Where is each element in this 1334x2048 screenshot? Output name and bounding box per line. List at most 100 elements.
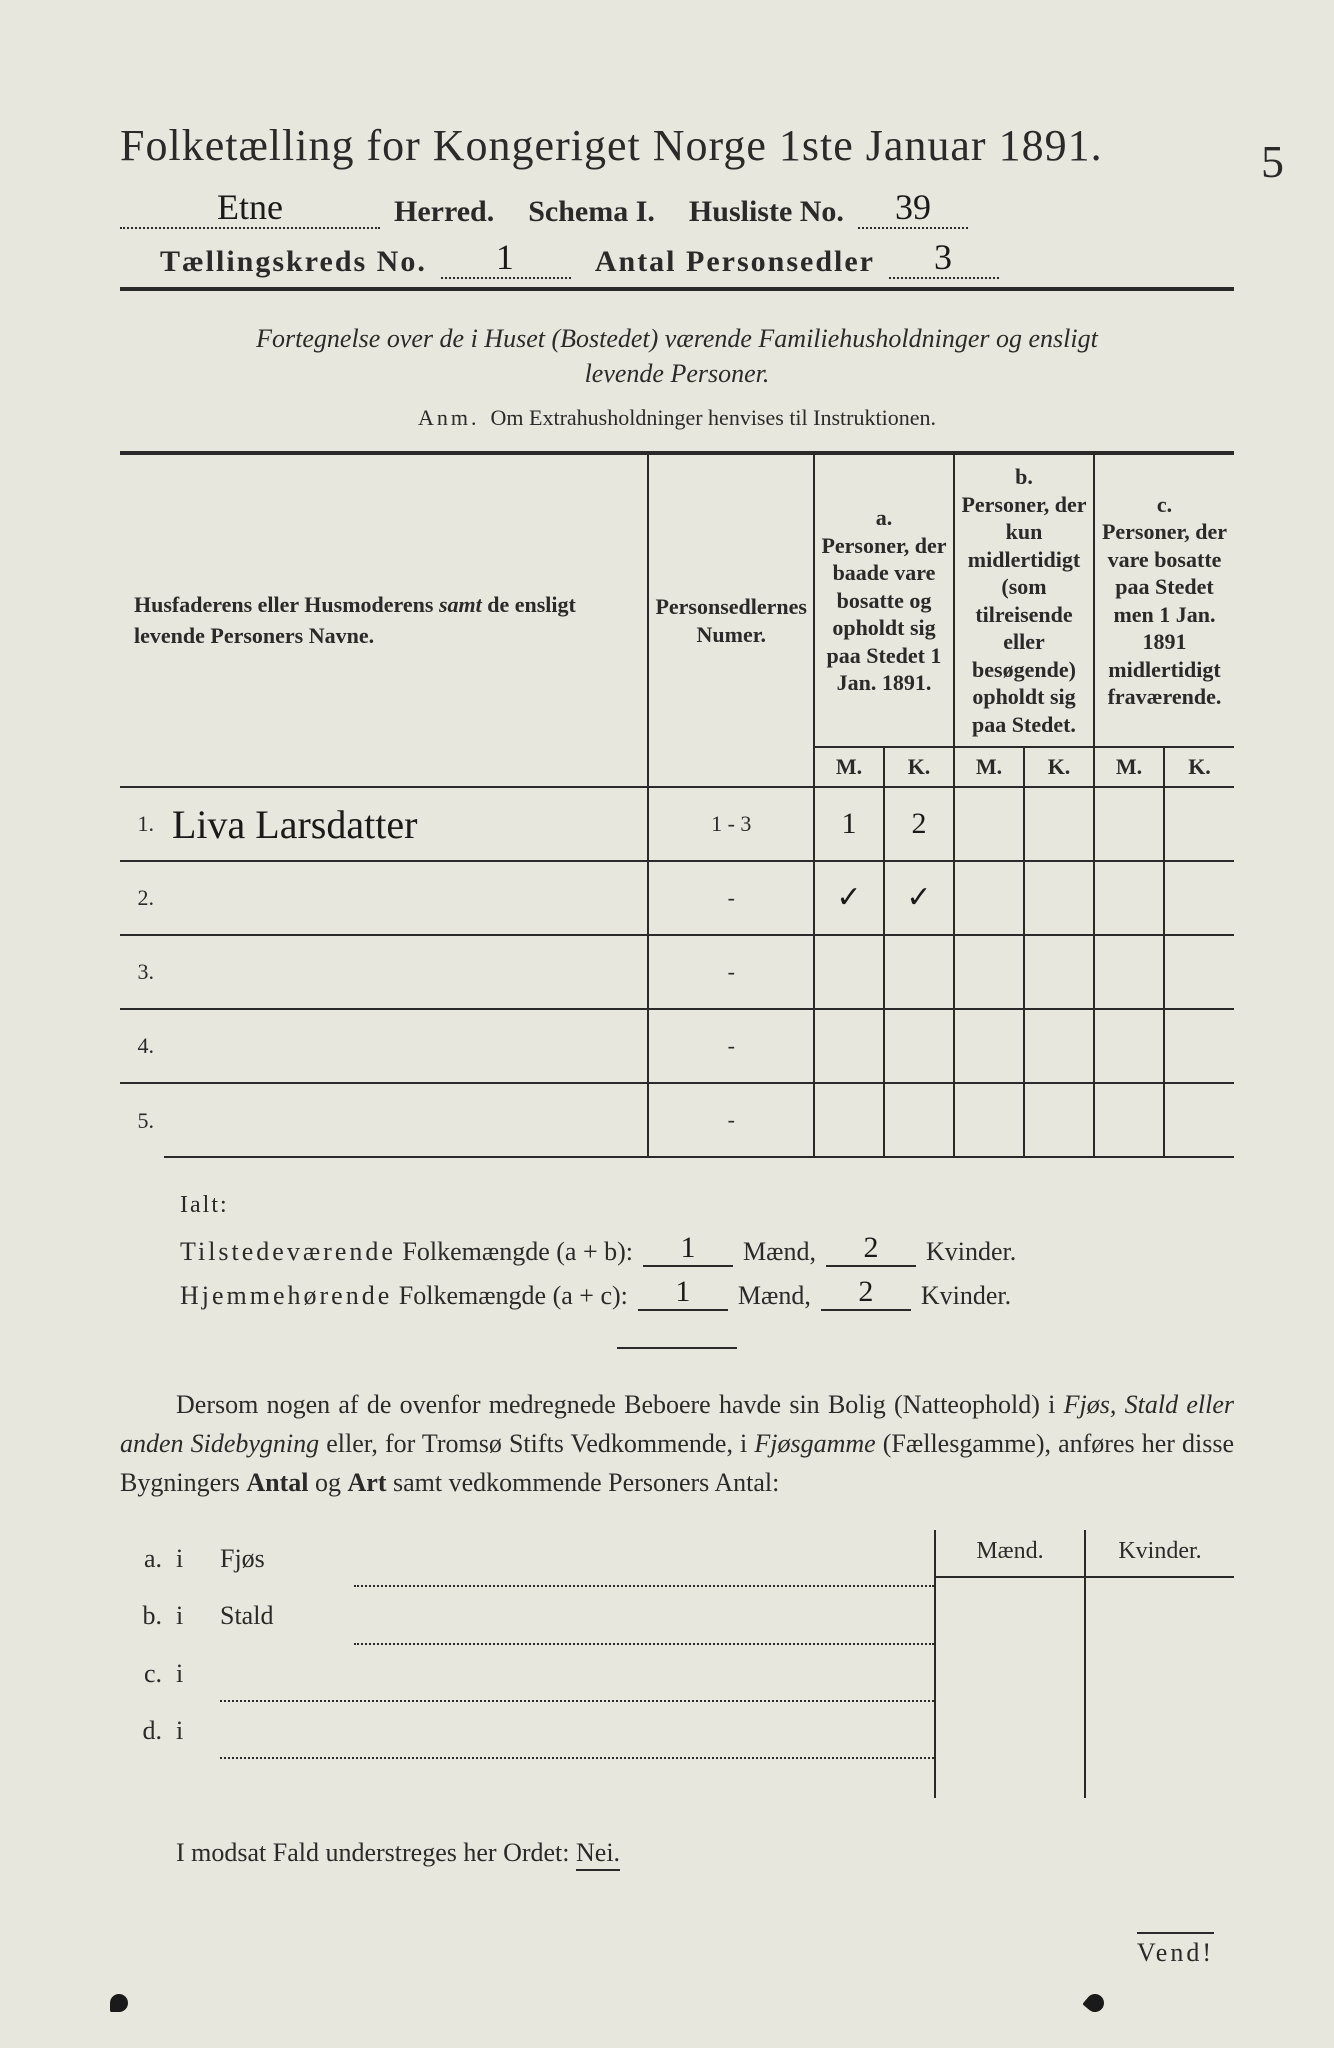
ink-blot-icon <box>110 1994 128 2012</box>
vend-label: Vend! <box>1137 1932 1214 1968</box>
ialt-label: Ialt: <box>180 1192 1234 1219</box>
table-row: 1. Liva Larsdatter 1 - 3 1 2 <box>120 787 1234 861</box>
dotted-line <box>354 1623 934 1645</box>
table-row: 3. - <box>120 935 1234 1009</box>
row-ps: - <box>648 1083 814 1157</box>
page-title: Folketælling for Kongeriget Norge 1ste J… <box>120 120 1234 171</box>
row-num: 2. <box>120 861 164 935</box>
bot-lab: c. <box>120 1645 162 1702</box>
cell-am: 1 <box>842 807 857 840</box>
cell-ck <box>1164 935 1234 1009</box>
bot-kind: Fjøs <box>220 1530 340 1587</box>
cell-bm <box>954 1009 1024 1083</box>
bot-row: c. i <box>120 1645 934 1702</box>
nei-word: Nei. <box>576 1838 620 1871</box>
header-line-3: Tællingskreds No. 1 Antal Personsedler 3 <box>120 239 1234 279</box>
kvinder-label: Kvinder. <box>921 1281 1011 1311</box>
cell-bk <box>1024 787 1094 861</box>
dotted-line <box>220 1680 934 1702</box>
bot-hdr-k: Kvinder. <box>1086 1530 1234 1578</box>
bottom-right: Mænd. Kvinder. <box>934 1530 1234 1798</box>
cell-ak <box>884 1009 954 1083</box>
cell-cm <box>1094 1009 1164 1083</box>
row-ps: - <box>648 1009 814 1083</box>
col-a: Personer, der baade vare bosatte og opho… <box>821 532 947 697</box>
cell-bm <box>954 1083 1024 1157</box>
col-a-m: M. <box>814 747 884 787</box>
bot-row: a. i Fjøs <box>120 1530 934 1587</box>
bot-kind: Stald <box>220 1587 340 1644</box>
row-num: 1. <box>120 787 164 861</box>
maend-label: Mænd, <box>743 1237 816 1267</box>
kreds-label: Tællingskreds No. <box>160 245 427 279</box>
kvinder-label: Kvinder. <box>926 1237 1016 1267</box>
cell-bm <box>954 787 1024 861</box>
antal-label: Antal Personsedler <box>595 245 875 279</box>
col-b: Personer, der kun midlertidigt (som tilr… <box>961 491 1087 739</box>
cell-am: ✓ <box>836 881 861 914</box>
bot-hdr-m: Mænd. <box>936 1530 1086 1578</box>
cell-am <box>814 1083 884 1157</box>
col-b-key: b. <box>961 463 1087 491</box>
cell-bk <box>1024 861 1094 935</box>
nei-line: I modsat Fald understreges her Ordet: Ne… <box>120 1838 1234 1868</box>
table-row: 4. - <box>120 1009 1234 1083</box>
row-num: 4. <box>120 1009 164 1083</box>
bot-cell-m <box>936 1578 1086 1798</box>
margin-mark: 5 <box>1261 135 1284 188</box>
rule <box>120 287 1234 291</box>
anm-text: Anm. Om Extrahusholdninger henvises til … <box>120 405 1234 431</box>
cell-bk <box>1024 935 1094 1009</box>
kreds-no: 1 <box>496 237 516 277</box>
sum2-k: 2 <box>858 1275 873 1308</box>
dotted-line <box>354 1565 934 1587</box>
col-b-m: M. <box>954 747 1024 787</box>
bot-i: i <box>176 1587 206 1644</box>
sum1-k: 2 <box>863 1231 878 1264</box>
cell-cm <box>1094 861 1164 935</box>
bot-i: i <box>176 1702 206 1759</box>
bot-row: d. i <box>120 1702 934 1759</box>
cell-ak <box>884 935 954 1009</box>
row-ps: - <box>648 861 814 935</box>
bottom-section: a. i Fjøs b. i Stald c. i d. i <box>120 1530 1234 1798</box>
col-a-key: a. <box>821 504 947 532</box>
cell-ck <box>1164 787 1234 861</box>
cell-bm <box>954 861 1024 935</box>
bot-lab: a. <box>120 1530 162 1587</box>
col-c-m: M. <box>1094 747 1164 787</box>
row-ps: - <box>648 935 814 1009</box>
main-table: Husfaderens eller Husmoderens samt de en… <box>120 451 1234 1158</box>
cell-ak: ✓ <box>906 881 931 914</box>
row-ps: 1 - 3 <box>648 787 814 861</box>
herred-label: Herred. <box>394 195 494 229</box>
bot-cell-k <box>1086 1578 1234 1798</box>
row-num: 3. <box>120 935 164 1009</box>
table-row: 2. - ✓ ✓ <box>120 861 1234 935</box>
maend-label: Mænd, <box>738 1281 811 1311</box>
col-b-k: K. <box>1024 747 1094 787</box>
cell-bk <box>1024 1083 1094 1157</box>
intro-text: Fortegnelse over de i Huset (Bostedet) v… <box>120 321 1234 391</box>
cell-bm <box>954 935 1024 1009</box>
bot-i: i <box>176 1530 206 1587</box>
cell-cm <box>1094 787 1164 861</box>
sum1-label-sp: Tilstedeværende <box>180 1237 396 1266</box>
cell-ak <box>884 1083 954 1157</box>
herred-value: Etne <box>217 187 283 227</box>
table-row: 5. - <box>120 1083 1234 1157</box>
short-rule <box>617 1347 737 1349</box>
cell-ck <box>1164 1083 1234 1157</box>
col-name-em: samt <box>439 592 482 617</box>
col-a-k: K. <box>884 747 954 787</box>
antal-ps: 3 <box>934 237 954 277</box>
col-c-k: K. <box>1164 747 1234 787</box>
cell-am <box>814 1009 884 1083</box>
nei-prefix: I modsat Fald understreges her Ordet: <box>176 1838 576 1867</box>
bot-row: b. i Stald <box>120 1587 934 1644</box>
cell-bk <box>1024 1009 1094 1083</box>
row-num: 5. <box>120 1083 164 1157</box>
col-c: Personer, der vare bosatte paa Stedet me… <box>1101 518 1228 711</box>
sum2-m: 1 <box>675 1275 690 1308</box>
totals-section: Ialt: Tilstedeværende Folkemængde (a + b… <box>120 1192 1234 1311</box>
